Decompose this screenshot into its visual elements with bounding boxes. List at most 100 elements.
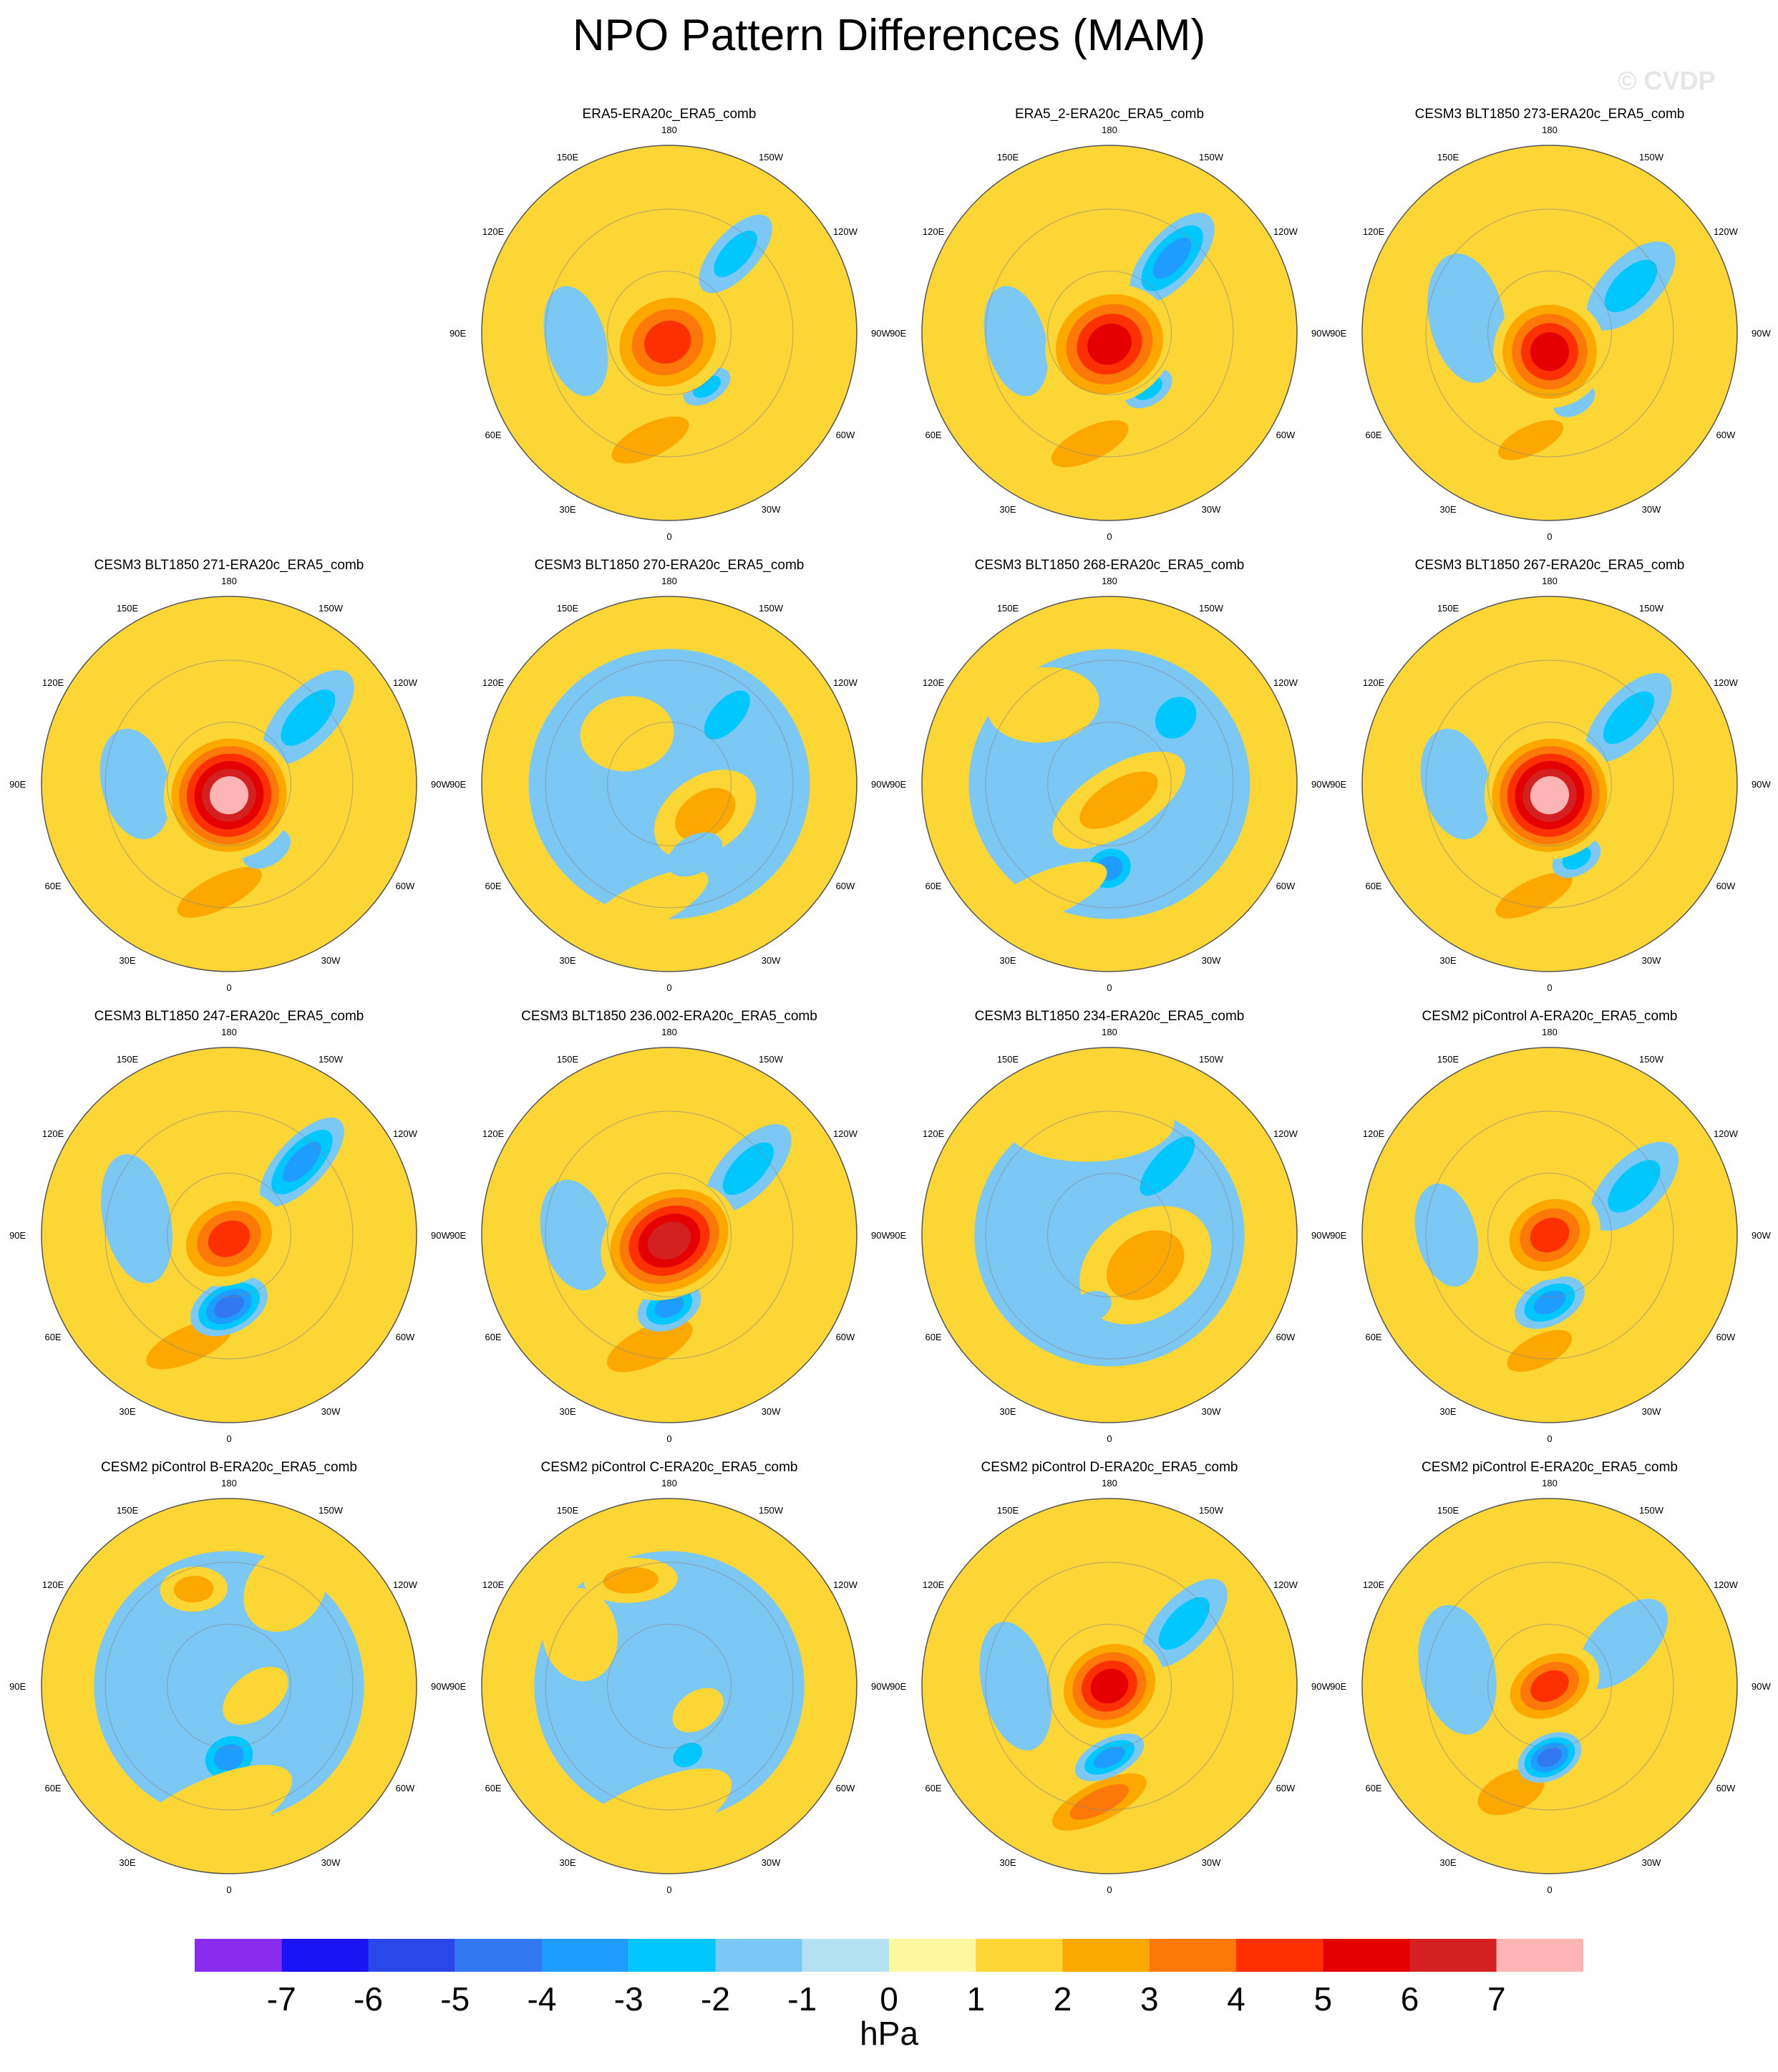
map-panel: CESM2 piControl A-ERA20c_ERA5_comb 180 150… bbox=[1330, 1009, 1771, 1444]
longitude-label: 150E bbox=[997, 152, 1019, 163]
longitude-label: 30E bbox=[999, 1406, 1016, 1417]
longitude-label: 180 bbox=[1102, 576, 1117, 586]
longitude-label: 60E bbox=[1365, 1332, 1381, 1342]
contour-field bbox=[922, 1499, 1297, 1874]
longitude-label: 90E bbox=[9, 1681, 26, 1692]
longitude-label: 30E bbox=[1439, 955, 1456, 966]
colorbar-segment bbox=[281, 1939, 369, 1972]
longitude-label: 150E bbox=[117, 1054, 139, 1065]
contour-level bbox=[1507, 1330, 1573, 1373]
longitude-label: 120W bbox=[393, 1579, 418, 1590]
contour-level bbox=[1069, 1291, 1112, 1325]
contour-level bbox=[672, 1688, 724, 1733]
map-boundary bbox=[481, 145, 858, 521]
longitude-label: 0 bbox=[666, 531, 671, 542]
longitude-label: 120W bbox=[1273, 226, 1298, 237]
longitude-label: 120E bbox=[482, 226, 505, 237]
longitude-label: 30E bbox=[119, 1857, 135, 1868]
longitude-label: 30W bbox=[762, 1857, 781, 1868]
coastline bbox=[606, 270, 732, 396]
longitude-label: 150E bbox=[997, 1054, 1019, 1065]
contour-level bbox=[1498, 420, 1564, 460]
colorbar-tick-label: -6 bbox=[354, 1980, 383, 2018]
colorbar-tick-label: -5 bbox=[440, 1980, 470, 2018]
longitude-label: 60E bbox=[1365, 430, 1381, 440]
contour-level bbox=[1087, 324, 1132, 365]
contour-level bbox=[983, 286, 1049, 397]
colorbar-tick-label: -4 bbox=[528, 1980, 557, 2018]
contour-level bbox=[101, 1154, 173, 1284]
longitude-label: 90W bbox=[431, 1681, 450, 1692]
longitude-label: 60E bbox=[1365, 881, 1381, 891]
contour-level bbox=[177, 866, 262, 918]
longitude-label: 120E bbox=[482, 677, 505, 688]
contour-level bbox=[540, 1179, 611, 1291]
longitude-label: 30E bbox=[999, 955, 1016, 966]
longitude-label: 120W bbox=[393, 1128, 418, 1139]
map-panel: CESM3 BLT1850 273-ERA20c_ERA5_comb 180 150… bbox=[1330, 107, 1771, 542]
longitude-label: 90E bbox=[9, 1230, 26, 1241]
longitude-label: 60W bbox=[1276, 881, 1296, 891]
contour-field bbox=[42, 1499, 417, 1874]
colorbar-segment bbox=[1409, 1939, 1497, 1972]
longitude-label: 60E bbox=[925, 881, 941, 891]
longitude-label: 150W bbox=[1639, 603, 1664, 614]
longitude-label: 30E bbox=[559, 504, 575, 515]
longitude-label: 60W bbox=[396, 881, 415, 891]
contour-level bbox=[283, 1141, 321, 1183]
coastline bbox=[166, 1623, 292, 1749]
panel-title: ERA5-ERA20c_ERA5_comb bbox=[583, 107, 757, 122]
coastline bbox=[105, 1562, 354, 1811]
contour-field bbox=[1362, 145, 1737, 521]
longitude-label: 0 bbox=[666, 1433, 671, 1444]
longitude-label: 150W bbox=[319, 1054, 344, 1065]
longitude-label: 150E bbox=[557, 1505, 579, 1516]
longitude-label: 30W bbox=[1202, 1406, 1221, 1417]
contour-level bbox=[1051, 420, 1129, 468]
longitude-label: 180 bbox=[661, 576, 677, 586]
colorbar-tick-label: -1 bbox=[787, 1980, 817, 2018]
contour-level bbox=[1537, 1747, 1563, 1768]
longitude-label: 90W bbox=[1752, 1230, 1771, 1241]
longitude-label: 90W bbox=[1752, 779, 1771, 790]
longitude-label: 90E bbox=[450, 779, 466, 790]
colorbar-segment bbox=[542, 1939, 629, 1972]
colorbar-segment bbox=[802, 1939, 889, 1972]
longitude-label: 0 bbox=[1547, 982, 1552, 993]
longitude-label: 120E bbox=[482, 1128, 505, 1139]
contour-level bbox=[1140, 1136, 1195, 1196]
contour-level bbox=[542, 1587, 618, 1682]
longitude-label: 90W bbox=[871, 1681, 890, 1692]
longitude-label: 30W bbox=[321, 955, 341, 966]
colorbar: -7 -6 -5 -4 -3 -2 -1 0 1 2 3 4 5 6 7 hPa bbox=[195, 1939, 1583, 2052]
watermark: © CVDP bbox=[1618, 66, 1716, 95]
colorbar-tick-label: -2 bbox=[701, 1980, 730, 2018]
panel-title: CESM3 BLT1850 267-ERA20c_ERA5_comb bbox=[1415, 558, 1685, 573]
longitude-label: 150E bbox=[117, 1505, 139, 1516]
colorbar-segment bbox=[628, 1939, 716, 1972]
longitude-label: 120W bbox=[833, 1579, 858, 1590]
longitude-label: 120W bbox=[833, 1128, 858, 1139]
longitude-label: 0 bbox=[1107, 531, 1112, 542]
colorbar-tick-label: 2 bbox=[1054, 1980, 1072, 2018]
longitude-label: 60W bbox=[1716, 881, 1736, 891]
colorbar-segment bbox=[368, 1939, 455, 1972]
coastline bbox=[545, 208, 794, 458]
longitude-label: 150W bbox=[1199, 603, 1224, 614]
colorbar-tick-label: 7 bbox=[1487, 1980, 1506, 2018]
panel-title: CESM3 BLT1850 247-ERA20c_ERA5_comb bbox=[94, 1009, 364, 1024]
colorbar-segment bbox=[1496, 1939, 1583, 1972]
contour-level bbox=[1530, 776, 1570, 815]
longitude-label: 0 bbox=[1547, 1884, 1552, 1895]
longitude-label: 30E bbox=[999, 1857, 1016, 1868]
longitude-label: 180 bbox=[1102, 125, 1117, 135]
contour-field bbox=[1362, 1047, 1737, 1423]
contour-level bbox=[1094, 1746, 1125, 1768]
map-boundary bbox=[921, 145, 1298, 521]
longitude-label: 60W bbox=[1276, 1783, 1296, 1793]
longitude-label: 60W bbox=[1716, 1332, 1736, 1342]
longitude-label: 150E bbox=[997, 1505, 1019, 1516]
coastline bbox=[1487, 1172, 1613, 1298]
longitude-label: 30W bbox=[1642, 955, 1661, 966]
contour-field bbox=[922, 596, 1297, 972]
